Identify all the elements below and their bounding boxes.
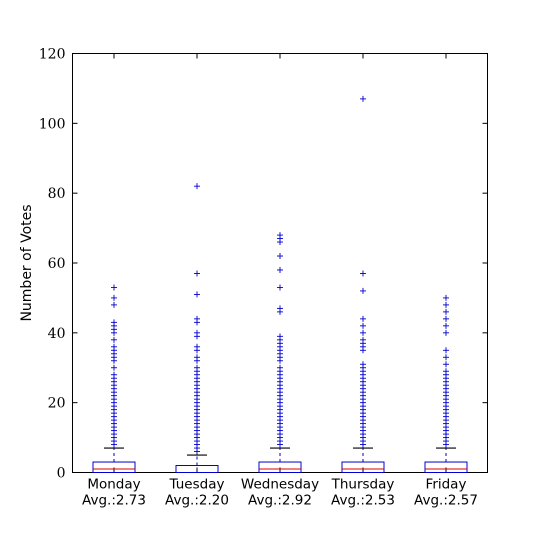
iqr-box <box>258 461 302 473</box>
iqr-box <box>424 461 468 473</box>
box-tuesday <box>175 53 219 473</box>
y-tick-label-100: 100 <box>39 116 66 132</box>
x-tick-label-average: Avg.:2.53 <box>331 493 395 509</box>
y-tick-label-60: 60 <box>48 256 66 272</box>
y-axis-ticks: 0 20 40 60 80 100 120 <box>39 47 488 482</box>
y-tick-label-20: 20 <box>48 396 66 412</box>
x-tick-label-average: Avg.:2.92 <box>248 493 312 509</box>
box-friday <box>424 53 468 473</box>
x-tick-label-day: Monday <box>87 477 140 493</box>
x-tick-label-average: Avg.:2.57 <box>414 493 478 509</box>
box-series <box>92 53 468 473</box>
box-wednesday <box>258 53 302 473</box>
y-tick-label-40: 40 <box>48 326 66 342</box>
box-thursday <box>341 53 385 473</box>
box-monday <box>92 53 136 473</box>
iqr-box <box>175 465 219 473</box>
x-tick-label-day: Wednesday <box>241 477 319 493</box>
x-tick-label-day: Friday <box>426 477 467 493</box>
y-tick-label-0: 0 <box>57 466 66 482</box>
y-axis-label: Number of Votes <box>19 204 35 321</box>
iqr-box <box>92 461 136 473</box>
y-tick-label-120: 120 <box>39 47 66 63</box>
iqr-box <box>341 461 385 473</box>
x-tick-label-average: Avg.:2.20 <box>165 493 229 509</box>
x-tick-label-average: Avg.:2.73 <box>82 493 146 509</box>
x-tick-label-day: Tuesday <box>169 477 225 493</box>
x-tick-label-day: Thursday <box>331 477 395 493</box>
y-tick-label-80: 80 <box>48 186 66 202</box>
